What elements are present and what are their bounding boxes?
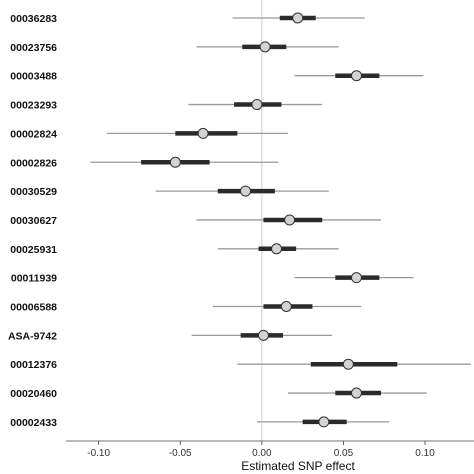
estimate-point bbox=[251, 99, 263, 111]
snp-label: 00025931 bbox=[10, 244, 57, 256]
snp-label: 00020460 bbox=[10, 388, 57, 400]
snp-label: 00036283 bbox=[10, 13, 57, 25]
snp-label: 00011939 bbox=[11, 273, 57, 285]
snp-row bbox=[256, 416, 390, 428]
estimate-point bbox=[240, 185, 252, 197]
snp-label: 00002824 bbox=[10, 128, 57, 140]
snp-label: 00002826 bbox=[10, 157, 57, 169]
snp-row bbox=[106, 127, 288, 139]
snp-row bbox=[217, 243, 339, 255]
y-axis-labels: 00036283 00023756 00003488 00023293 00002824… bbox=[8, 13, 57, 429]
estimate-point bbox=[350, 272, 362, 284]
x-tick-label: -0.05 bbox=[169, 448, 192, 459]
snp-row bbox=[90, 156, 279, 168]
snp-row bbox=[196, 41, 339, 53]
snp-label: 00002433 bbox=[10, 417, 57, 429]
snp-row bbox=[294, 70, 424, 82]
snp-label: 00030529 bbox=[10, 186, 57, 198]
estimate-point bbox=[292, 12, 304, 24]
x-axis-ticks: -0.10 -0.05 0.00 0.05 0.10 bbox=[87, 441, 435, 459]
snp-label: 00006588 bbox=[10, 302, 57, 314]
estimate-point bbox=[280, 301, 292, 312]
estimate-point bbox=[350, 387, 362, 399]
snp-row bbox=[232, 12, 365, 24]
snp-label: 00012376 bbox=[10, 359, 57, 371]
x-tick-label: 0.00 bbox=[252, 448, 272, 459]
snp-row bbox=[287, 387, 427, 399]
x-tick-label: -0.10 bbox=[87, 448, 110, 459]
estimate-point bbox=[257, 329, 269, 341]
estimate-point bbox=[271, 243, 283, 255]
estimate-point bbox=[350, 70, 362, 82]
estimate-point bbox=[169, 156, 181, 168]
snp-row bbox=[155, 185, 329, 197]
snp-label: 00023293 bbox=[10, 100, 57, 112]
estimate-point bbox=[342, 358, 354, 370]
estimate-point bbox=[318, 416, 330, 428]
snp-rows bbox=[90, 12, 471, 428]
x-tick-label: 0.05 bbox=[334, 448, 354, 459]
snp-row bbox=[191, 329, 333, 341]
estimate-point bbox=[284, 214, 296, 226]
snp-label: 00023756 bbox=[10, 42, 57, 54]
snp-label: 00030627 bbox=[10, 215, 57, 227]
snp-row bbox=[237, 358, 471, 370]
x-tick-label: 0.10 bbox=[415, 448, 435, 459]
snp-label: ASA-9742 bbox=[8, 330, 57, 342]
snp-row bbox=[188, 99, 323, 111]
estimate-point bbox=[259, 41, 271, 53]
snp-row bbox=[212, 301, 362, 312]
x-axis-title: Estimated SNP effect bbox=[241, 459, 355, 473]
snp-row bbox=[196, 214, 381, 226]
snp-label: 00003488 bbox=[10, 71, 57, 83]
estimate-point bbox=[197, 127, 209, 139]
snp-row bbox=[294, 272, 414, 284]
